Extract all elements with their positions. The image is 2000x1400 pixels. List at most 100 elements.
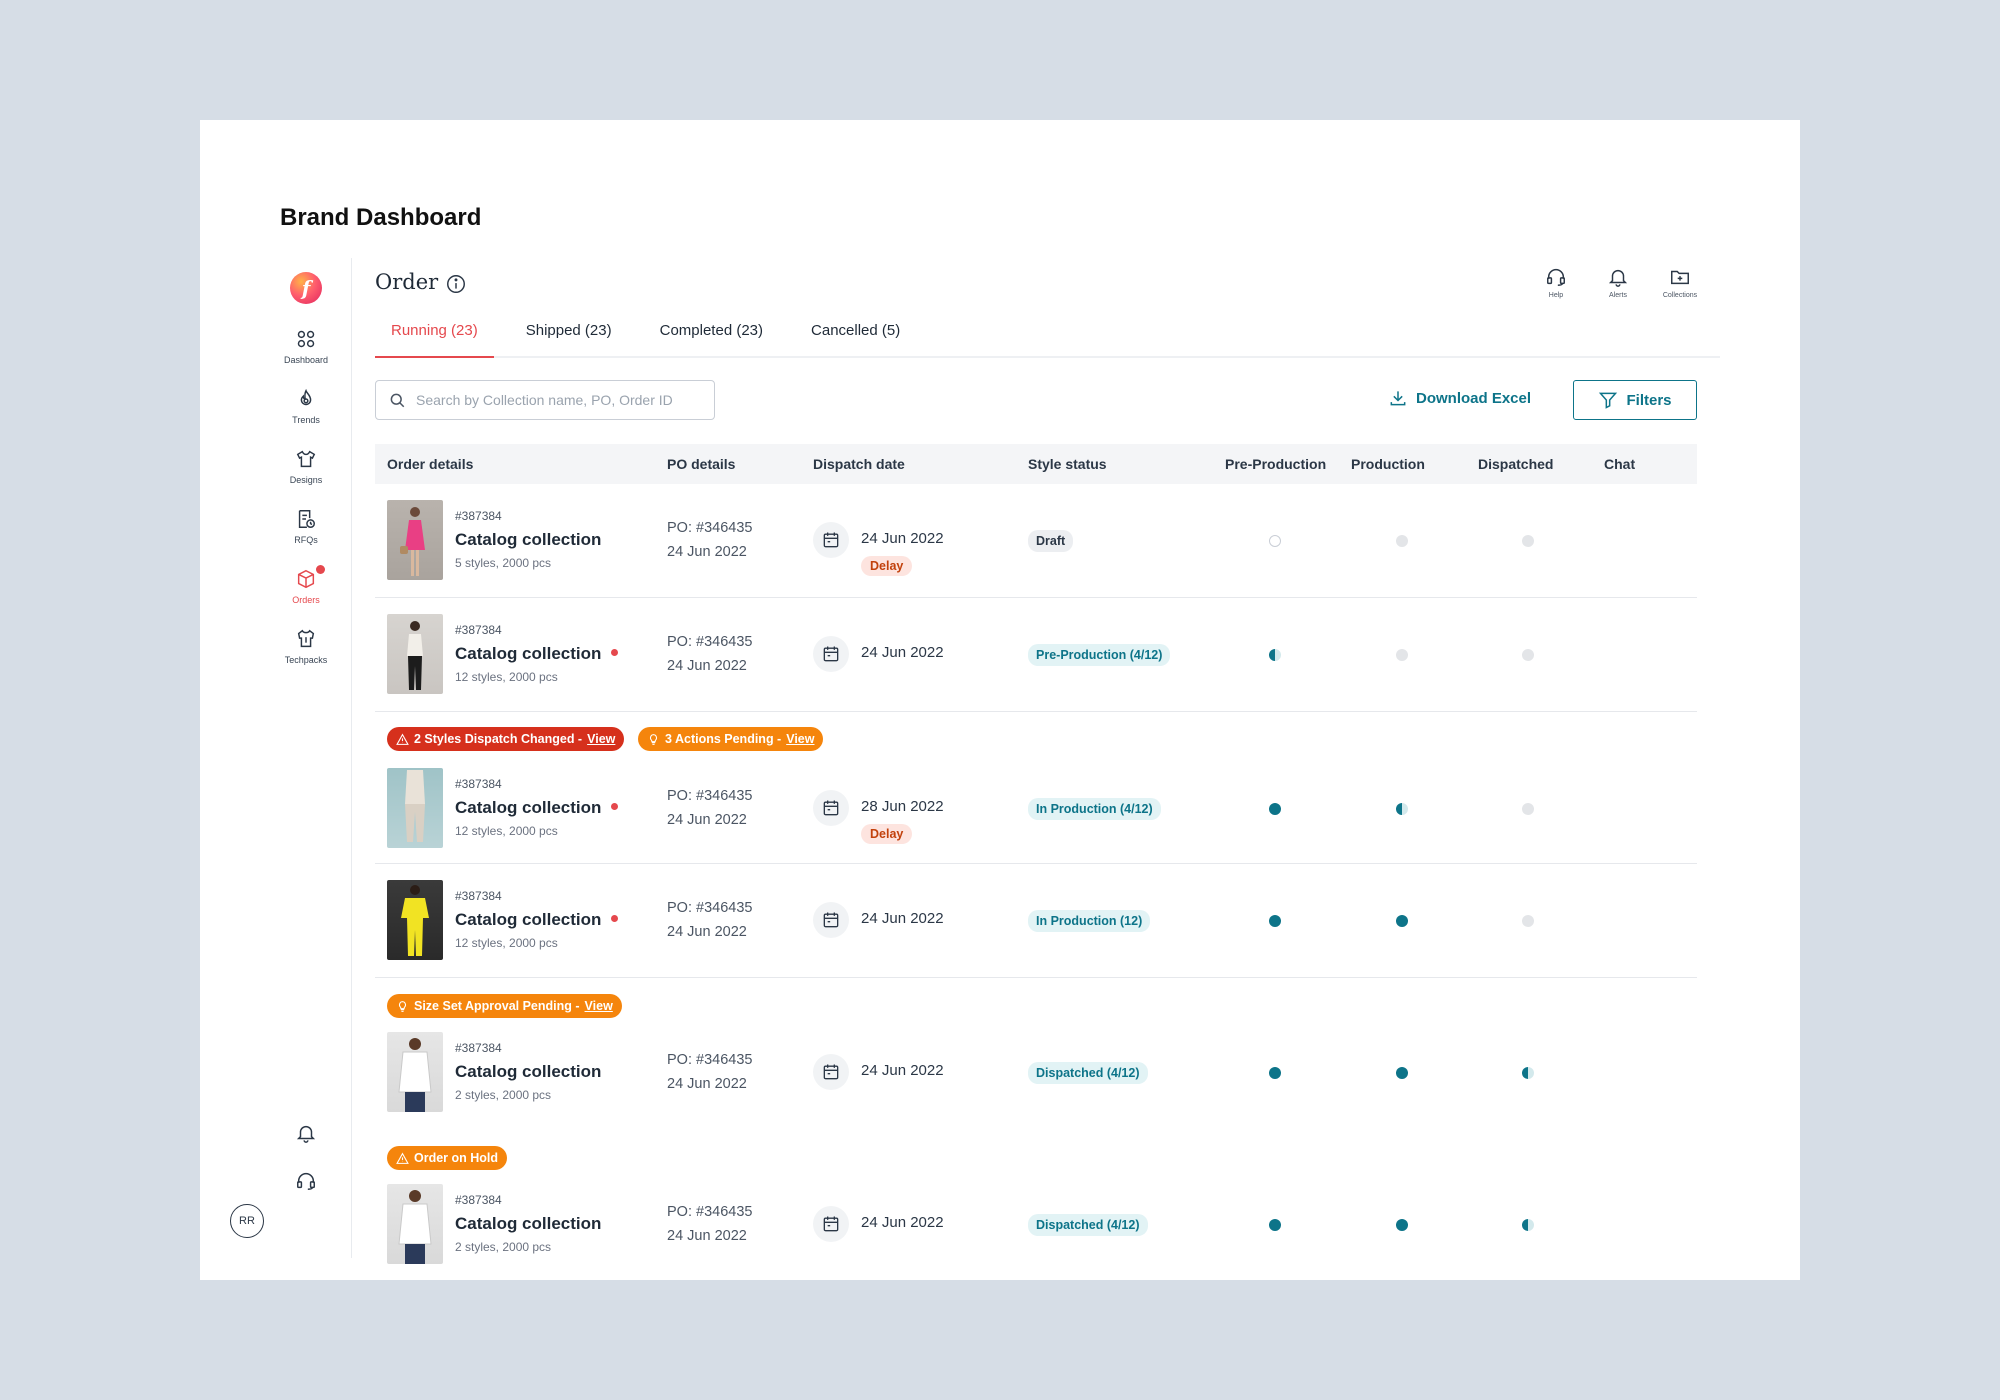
filters-button[interactable]: Filters [1573,380,1697,420]
product-thumbnail [387,768,443,848]
po-date: 24 Jun 2022 [667,812,747,828]
table-row[interactable]: #387384 Catalog collection 2 styles, 200… [375,1024,1697,1130]
sidebar-item-rfqs[interactable]: RFQs [260,508,352,545]
product-thumbnail [387,880,443,960]
order-id: #387384 [455,889,502,903]
product-thumbnail [387,1184,443,1264]
top-icon-bar: Help Alerts Collections [1536,266,1700,299]
dashboard-card: Brand Dashboard f Dashboard Trends Desig… [200,120,1800,1280]
brand-logo[interactable]: f [290,272,322,304]
sidebar-help-button[interactable] [260,1170,352,1197]
search-input[interactable] [416,392,696,408]
po-number: PO: #346435 [667,1052,753,1068]
info-icon[interactable] [445,273,467,295]
unread-dot [611,649,619,657]
search-icon [390,393,405,408]
calendar-icon [813,1054,849,1090]
tab-cancelled[interactable]: Cancelled (5) [811,322,901,339]
table-row[interactable]: #387384 Catalog collection 12 styles, 20… [375,758,1697,864]
po-number: PO: #346435 [667,788,753,804]
avatar[interactable]: RR [230,1204,264,1238]
product-thumbnail [387,614,443,694]
sidebar-item-techpacks[interactable]: Techpacks [260,628,352,665]
help-button[interactable]: Help [1536,266,1576,299]
download-excel-button[interactable]: Download Excel [1388,388,1531,408]
styles-count: 2 styles, 2000 pcs [455,1088,552,1102]
table-row[interactable]: #387384 Catalog collection 5 styles, 200… [375,484,1697,598]
view-link[interactable]: View [587,732,616,746]
product-thumbnail [387,1032,443,1112]
tab-running[interactable]: Running (23) [375,316,494,358]
collections-button[interactable]: Collections [1660,266,1700,299]
calendar-icon [813,1206,849,1242]
table-row[interactable]: #387384 Catalog collection 2 styles, 200… [375,1176,1697,1280]
order-tabs: Running (23) Shipped (23) Completed (23)… [375,316,1720,358]
rfq-icon [298,510,315,528]
folder-plus-icon [1671,270,1689,285]
collection-name[interactable]: Catalog collection [455,644,619,664]
unread-dot [611,803,619,811]
sidebar-item-orders[interactable]: Orders [260,565,352,605]
status-badge: Dispatched (4/12) [1028,1214,1148,1236]
po-number: PO: #346435 [667,1204,753,1220]
order-on-hold-alert: Order on Hold [387,1146,508,1170]
dispatch-date: 24 Jun 2022 [861,644,944,661]
order-id: #387384 [455,1041,502,1055]
po-date: 24 Jun 2022 [667,1076,747,1092]
column-header: Pre-Production [1225,456,1327,472]
warning-icon [396,733,409,745]
styles-count: 2 styles, 2000 pcs [455,1240,552,1254]
production-indicator [1396,803,1408,815]
view-link[interactable]: View [786,732,815,746]
order-id: #387384 [455,623,502,637]
table-row[interactable]: #387384 Catalog collection 12 styles, 20… [375,864,1697,978]
status-badge: Draft [1028,530,1074,552]
calendar-icon [813,522,849,558]
po-date: 24 Jun 2022 [667,544,747,560]
dispatch-date: 24 Jun 2022 [861,1062,944,1079]
sidebar-item-trends[interactable]: Trends [260,388,352,425]
box-icon [297,569,315,589]
po-details: PO: #346435 24 Jun 2022 [667,1200,752,1248]
filters-label: Filters [1626,391,1672,409]
alerts-button[interactable]: Alerts [1598,266,1638,299]
dispatch-changed-alert: 2 Styles Dispatch Changed - View [387,727,625,751]
tab-shipped[interactable]: Shipped (23) [525,322,612,339]
status-badge: In Production (4/12) [1028,798,1161,820]
sidebar-alerts-button[interactable] [260,1122,352,1149]
sidebar-item-label: RFQs [294,535,318,545]
collection-name[interactable]: Catalog collection [455,530,602,549]
column-header: Dispatched [1478,456,1554,472]
view-link[interactable]: View [584,999,613,1013]
product-thumbnail [387,500,443,580]
sidebar-item-designs[interactable]: Designs [260,448,352,485]
sidebar: f Dashboard Trends Designs RFQs Orders T… [260,258,352,1258]
section-title: Order [375,270,439,294]
lightbulb-icon [649,733,658,745]
pre-production-indicator [1269,915,1281,927]
pre-production-indicator [1269,1219,1281,1231]
styles-count: 12 styles, 2000 pcs [455,824,558,838]
collection-name-text: Catalog collection [455,910,602,929]
status-badge: Dispatched (4/12) [1028,1062,1148,1084]
production-indicator [1396,1067,1408,1079]
po-details: PO: #346435 24 Jun 2022 [667,630,752,678]
unread-dot [611,915,619,923]
actions-pending-alert: 3 Actions Pending - View [638,727,824,751]
trends-icon [300,388,312,406]
pre-production-indicator [1269,803,1281,815]
sidebar-item-dashboard[interactable]: Dashboard [260,328,352,365]
collection-name[interactable]: Catalog collection [455,1062,602,1081]
collection-name[interactable]: Catalog collection [455,910,619,930]
alert-text: 2 Styles Dispatch Changed - [414,732,583,746]
delay-badge: Delay [861,824,913,844]
collection-name[interactable]: Catalog collection [455,798,619,818]
calendar-icon [813,790,849,826]
collection-name[interactable]: Catalog collection [455,1214,602,1233]
alerts-label: Alerts [1609,292,1627,299]
column-header: Dispatch date [813,456,905,472]
po-number: PO: #346435 [667,520,753,536]
tab-completed[interactable]: Completed (23) [659,322,764,339]
styles-count: 12 styles, 2000 pcs [455,670,558,684]
table-row[interactable]: #387384 Catalog collection 12 styles, 20… [375,598,1697,712]
